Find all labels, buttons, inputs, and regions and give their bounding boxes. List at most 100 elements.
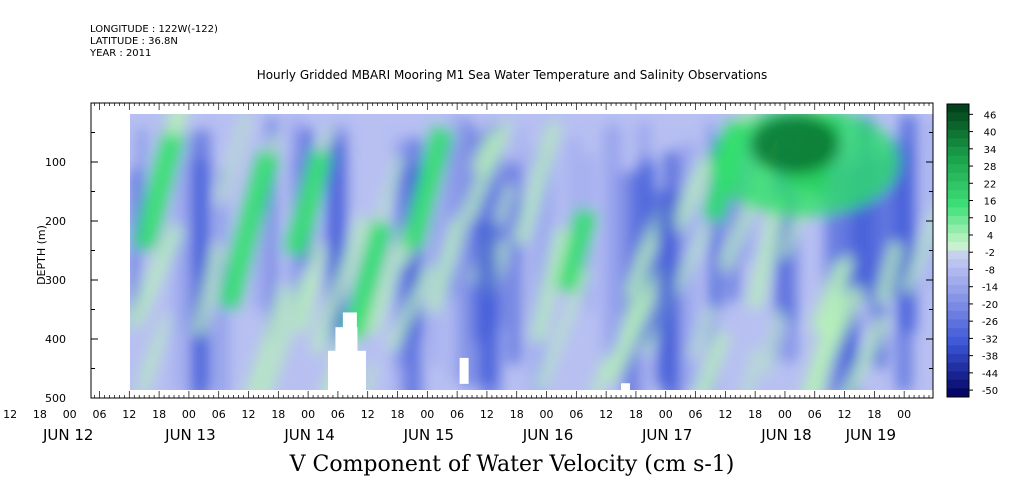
positive-streak: [588, 356, 614, 390]
positive-streak: [365, 228, 414, 336]
positive-streak: [425, 216, 468, 313]
negative-streak: [890, 155, 900, 295]
negative-streak: [191, 129, 211, 389]
positive-streak: [740, 347, 761, 390]
colorbar-label: -2: [985, 248, 995, 259]
colorbar-swatch: [947, 276, 969, 286]
colorbar-label: -38: [982, 352, 998, 363]
x-hour-tick-label: 12: [122, 408, 136, 421]
longitude-label: LONGITUDE : 122W(-122): [90, 24, 218, 35]
colorbar-swatch: [947, 319, 969, 329]
positive-streak: [356, 363, 377, 390]
negative-streak: [505, 162, 522, 365]
positive-streak: [253, 274, 312, 390]
positive-streak: [295, 244, 327, 334]
positive-streak: [513, 121, 562, 246]
x-hour-tick-label: 12: [718, 408, 732, 421]
x-hour-tick-label: 00: [778, 408, 792, 421]
negative-streak: [928, 118, 933, 289]
colorbar-label: -14: [982, 283, 998, 294]
negative-streak: [712, 139, 722, 310]
colorbar-swatch: [947, 138, 969, 148]
colorbar-label: 16: [984, 197, 997, 208]
colorbar-swatch: [947, 353, 969, 363]
colorbar-frame: [946, 103, 970, 398]
colorbar-swatch: [947, 259, 969, 269]
colorbar-label: -8: [985, 265, 995, 276]
positive-streak: [804, 313, 844, 390]
colorbar-swatch: [947, 207, 969, 217]
positive-streak: [130, 223, 184, 329]
x-hour-tick-label: 00: [659, 408, 673, 421]
x-hour-tick-label: 00: [540, 408, 554, 421]
x-hour-tick-label: 18: [33, 408, 47, 421]
x-hour-tick-label: 18: [629, 408, 643, 421]
x-hour-tick-label: 12: [3, 408, 17, 421]
x-hour-tick-label: 18: [391, 408, 405, 421]
positive-streak: [309, 216, 370, 355]
negative-streak: [896, 146, 912, 390]
positive-streak: [875, 241, 904, 305]
positive-streak: [461, 121, 513, 222]
positive-streak: [899, 200, 933, 294]
positive-streak: [386, 265, 436, 352]
colorbar-swatch: [947, 121, 969, 131]
colorbar-swatch: [947, 233, 969, 243]
y-tick-label: 500: [45, 392, 66, 405]
colorbar-label: 10: [984, 214, 997, 225]
colorbar-swatch: [947, 302, 969, 312]
negative-streak: [138, 128, 146, 250]
x-day-label: JUN 15: [403, 426, 454, 444]
colorbar-label: 46: [984, 110, 997, 121]
positive-streak: [746, 193, 789, 310]
negative-streak: [172, 160, 188, 390]
colorbar-label: 34: [984, 145, 997, 156]
colorbar-label: 40: [984, 128, 997, 139]
colorbar-swatch: [947, 371, 969, 381]
x-day-label: JUN 19: [845, 426, 896, 444]
x-hour-tick-label: 06: [689, 408, 703, 421]
colorbar-swatch: [947, 216, 969, 225]
positive-feature: [133, 131, 186, 252]
positive-streak: [240, 285, 294, 390]
positive-streak: [779, 211, 804, 259]
x-hour-tick-label: 00: [420, 408, 434, 421]
colorbar-swatch: [947, 388, 969, 398]
colorbar-swatch: [947, 284, 969, 294]
x-hour-tick-label: 12: [599, 408, 613, 421]
x-hour-tick-label: 18: [271, 408, 285, 421]
y-tick-label: 200: [45, 215, 66, 228]
colorbar-swatch: [947, 155, 969, 165]
x-hour-tick-label: 06: [93, 408, 107, 421]
positive-feature: [555, 207, 598, 294]
colorbar-swatch: [947, 267, 969, 277]
negative-streak: [430, 167, 438, 366]
chart-title: Hourly Gridded MBARI Mooring M1 Sea Wate…: [256, 68, 768, 82]
x-hour-tick-label: 18: [152, 408, 166, 421]
negative-streak: [218, 169, 227, 390]
positive-streak: [140, 315, 172, 380]
positive-streak: [808, 260, 852, 335]
colorbar-swatch: [947, 181, 969, 191]
colorbar-label: -20: [982, 300, 998, 311]
colorbar-swatch: [947, 129, 969, 139]
colorbar-label: 28: [984, 162, 997, 173]
colorbar: 46 40 34 28 22 16 10 4 -2 -8 -14 -20 -26 -32 -38 -44 -50: [946, 103, 998, 398]
colorbar-label: -32: [982, 334, 998, 345]
x-day-label: JUN 12: [42, 426, 93, 444]
colorbar-label: 4: [987, 231, 993, 242]
colorbar-swatch: [947, 172, 969, 182]
colorbar-swatch: [947, 147, 969, 157]
missing-data-patch: [327, 350, 366, 411]
positive-streak: [192, 245, 224, 336]
positive-streak: [217, 114, 251, 203]
negative-streak: [609, 120, 617, 339]
colorbar-label: 22: [984, 179, 997, 190]
missing-data-patch: [52, 362, 78, 393]
y-tick-label: 100: [45, 156, 66, 169]
colorbar-swatch: [947, 379, 969, 389]
missing-data-patch: [459, 357, 469, 384]
x-hour-tick-label: 06: [212, 408, 226, 421]
colorbar-label: -50: [982, 386, 998, 397]
